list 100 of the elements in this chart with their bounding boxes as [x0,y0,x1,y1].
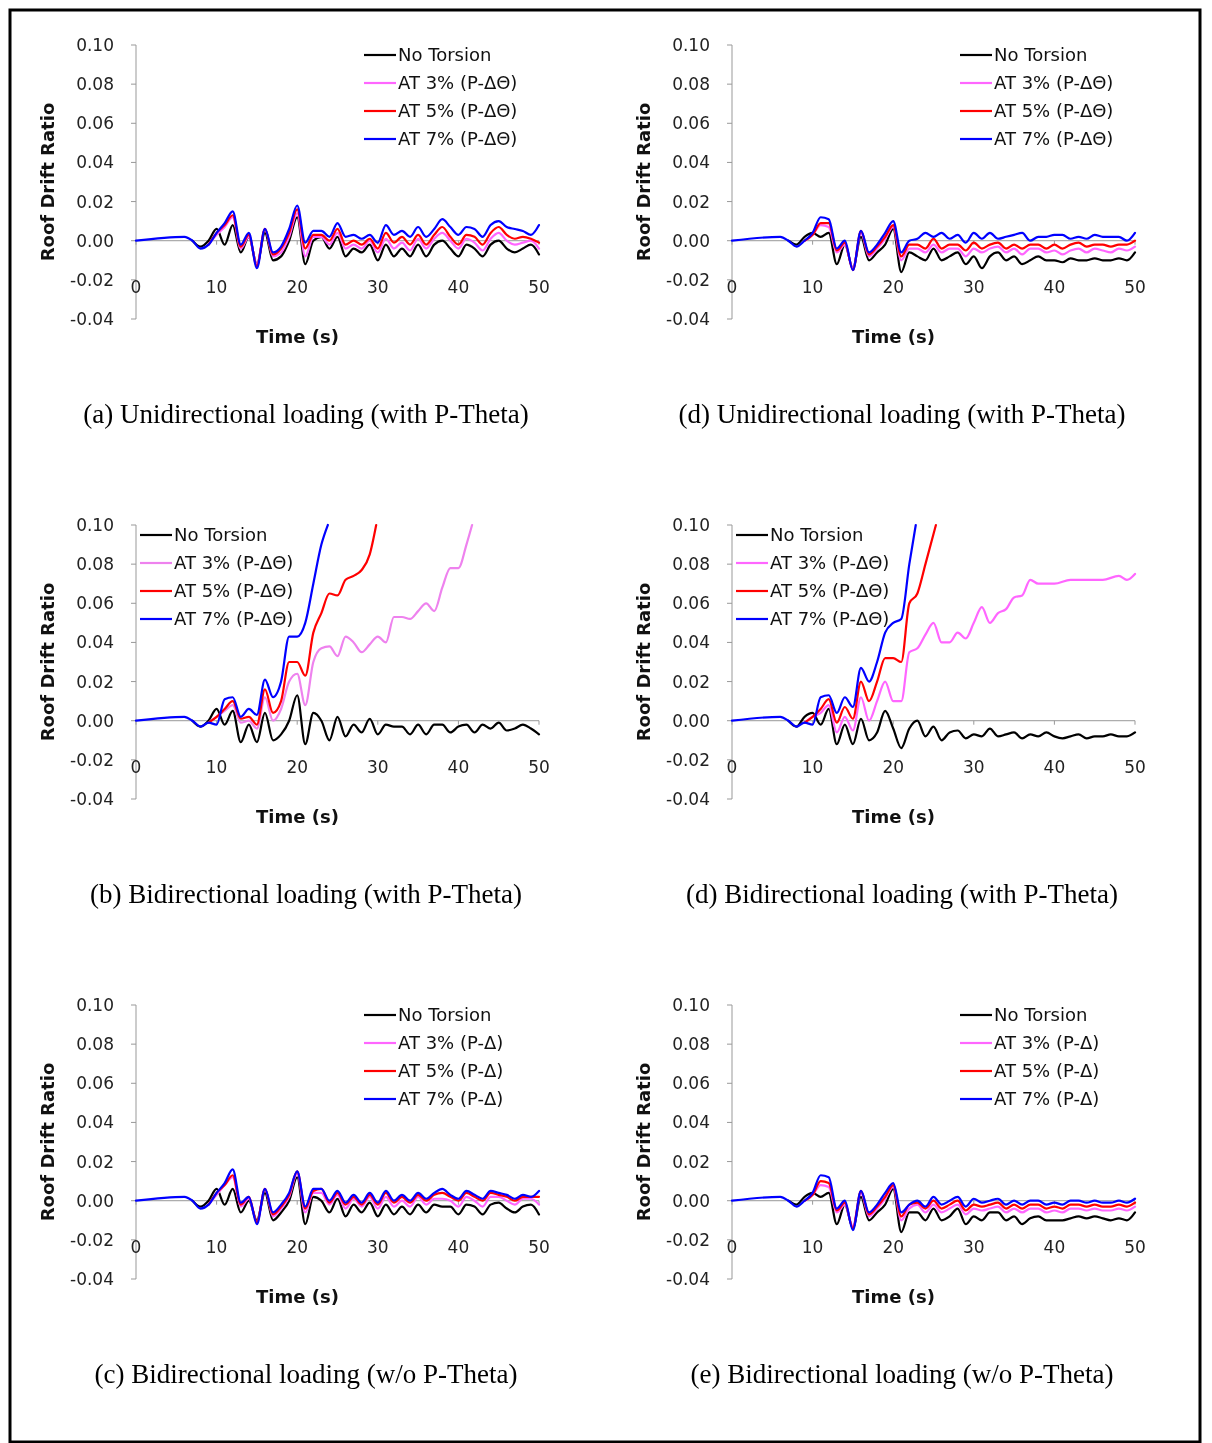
y-tick-label: 0.10 [76,994,114,1015]
x-axis-title: Time (s) [256,1286,339,1307]
legend-label: AT 7% (P-ΔΘ) [398,128,518,150]
x-tick-label: 20 [286,1236,309,1257]
y-axis-title: Roof Drift Ratio [37,102,58,262]
legend-label: AT 7% (P-ΔΘ) [994,128,1114,150]
x-tick-label: 40 [1043,756,1066,777]
y-tick-label: 0.00 [672,710,710,731]
y-axis-title: Roof Drift Ratio [633,102,654,262]
x-tick-label: 10 [801,276,824,297]
y-tick-label: 0.00 [76,710,114,731]
y-axis-title: Roof Drift Ratio [633,582,654,742]
x-axis-title: Time (s) [852,806,935,827]
y-tick-label: 0.02 [76,1151,114,1172]
legend-label: No Torsion [398,1004,492,1026]
y-tick-label: 0.06 [672,113,710,134]
x-tick-label: 30 [962,756,985,777]
y-axis-title: Roof Drift Ratio [37,1062,58,1222]
x-tick-label: 40 [447,276,470,297]
legend-label: AT 3% (P-Δ) [994,1032,1100,1054]
legend-label: AT 5% (P-ΔΘ) [174,580,294,602]
y-tick-label: 0.08 [76,74,114,95]
y-tick-label: 0.02 [672,1151,710,1172]
y-tick-label: -0.02 [70,749,114,770]
x-tick-label: 50 [1124,756,1146,777]
y-tick-label: 0.06 [76,593,114,614]
legend-label: AT 5% (P-ΔΘ) [770,580,890,602]
y-tick-label: 0.04 [672,1112,710,1133]
x-tick-label: 10 [801,756,824,777]
legend-label: AT 5% (P-ΔΘ) [994,100,1114,122]
y-tick-label: 0.10 [76,34,114,55]
x-tick-label: 50 [528,756,550,777]
legend-label: No Torsion [770,524,864,546]
x-tick-label: 20 [882,756,905,777]
y-tick-label: 0.08 [76,554,114,575]
x-tick-label: 50 [528,1236,550,1257]
x-tick-label: 30 [366,756,389,777]
y-tick-label: 0.06 [76,1073,114,1094]
x-tick-label: 0 [130,1236,142,1257]
y-tick-label: 0.02 [76,671,114,692]
y-tick-label: -0.02 [70,1229,114,1250]
legend-label: AT 3% (P-ΔΘ) [770,552,890,574]
x-tick-label: 50 [528,276,550,297]
x-tick-label: 30 [962,1236,985,1257]
text: (a) Unidirectional loading (with P-Theta) [83,399,529,429]
y-tick-label: 0.08 [672,1034,710,1055]
y-axis-title: Roof Drift Ratio [633,1062,654,1222]
x-tick-label: 10 [205,1236,228,1257]
y-tick-label: 0.08 [76,1034,114,1055]
y-tick-label: 0.10 [76,514,114,535]
text: (e) Bidirectional loading (w/o P-Theta) [690,1359,1114,1389]
legend-label: AT 3% (P-Δ) [398,1032,504,1054]
x-tick-label: 30 [366,1236,389,1257]
text: (d) Unidirectional loading (with P-Theta) [678,399,1126,429]
y-tick-label: 0.00 [76,230,114,251]
x-axis-title: Time (s) [852,326,935,347]
y-tick-label: 0.04 [672,152,710,173]
y-tick-label: 0.00 [672,230,710,251]
legend-label: No Torsion [398,44,492,66]
text: (b) Bidirectional loading (with P-Theta) [90,879,522,909]
x-axis-title: Time (s) [256,806,339,827]
line-series [730,1174,1137,1232]
x-tick-label: 0 [130,756,142,777]
x-tick-label: 10 [205,756,228,777]
legend-label: AT 5% (P-Δ) [398,1060,504,1082]
x-axis-title: Time (s) [852,1286,935,1307]
legend-label: No Torsion [174,524,268,546]
y-tick-label: 0.06 [76,113,114,134]
x-tick-label: 40 [447,756,470,777]
y-tick-label: 0.10 [672,994,710,1015]
legend-label: No Torsion [994,1004,1088,1026]
x-tick-label: 40 [447,1236,470,1257]
y-tick-label: 0.06 [672,593,710,614]
line-series [134,204,541,270]
x-tick-label: 40 [1043,276,1066,297]
line-series [730,523,917,728]
line-series [134,1168,541,1226]
legend-label: No Torsion [994,44,1088,66]
x-tick-label: 20 [286,276,309,297]
y-tick-label: -0.02 [666,1229,710,1250]
x-tick-label: 0 [726,756,738,777]
y-tick-label: -0.04 [666,308,710,329]
y-tick-label: 0.02 [672,671,710,692]
y-tick-label: 0.04 [76,1112,114,1133]
y-tick-label: 0.02 [672,191,710,212]
legend-label: AT 7% (P-Δ) [398,1088,504,1110]
x-tick-label: 10 [205,276,228,297]
y-tick-label: 0.00 [672,1190,710,1211]
legend-label: AT 7% (P-ΔΘ) [174,608,294,630]
legend-label: AT 3% (P-ΔΘ) [994,72,1114,94]
y-tick-label: 0.10 [672,34,710,55]
legend-label: AT 5% (P-Δ) [994,1060,1100,1082]
y-tick-label: -0.02 [666,749,710,770]
x-tick-label: 0 [726,1236,738,1257]
text: (c) Bidirectional loading (w/o P-Theta) [94,1359,518,1389]
y-tick-label: -0.04 [666,1268,710,1289]
y-tick-label: 0.02 [76,191,114,212]
y-axis-title: Roof Drift Ratio [37,582,58,742]
x-tick-label: 0 [726,276,738,297]
line-series [730,216,1137,272]
